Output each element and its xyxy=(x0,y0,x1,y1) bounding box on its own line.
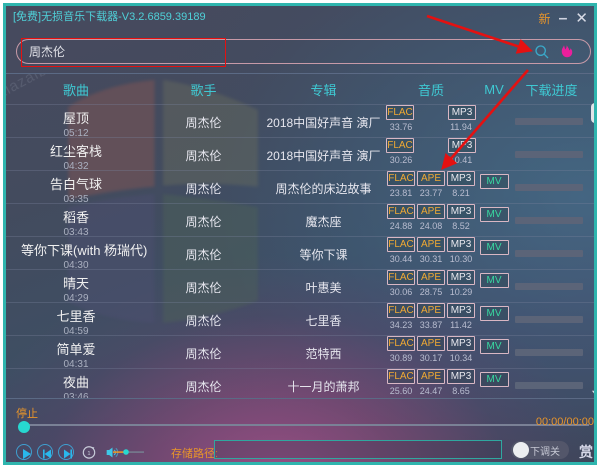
svg-text:1: 1 xyxy=(87,451,90,457)
